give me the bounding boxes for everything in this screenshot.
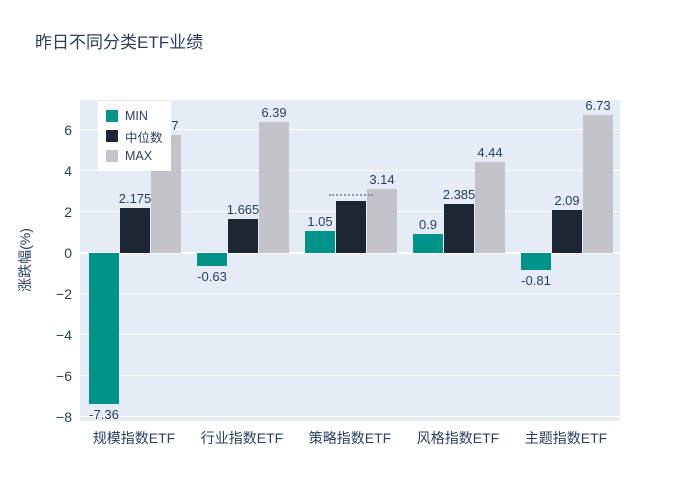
bar-value-label: 0.9 xyxy=(418,217,438,233)
legend-swatch-min xyxy=(106,110,118,122)
y-tick-label: −8 xyxy=(56,408,72,425)
x-tick-label: 风格指数ETF xyxy=(416,430,500,446)
gridline xyxy=(80,375,620,377)
x-tick-label: 主题指数ETF xyxy=(524,430,608,446)
bar-min-2[interactable] xyxy=(305,231,335,253)
y-tick-label: −2 xyxy=(56,285,72,302)
bar-value-label: -0.63 xyxy=(197,268,227,284)
bar-max-3[interactable] xyxy=(475,161,505,253)
bar-median-1[interactable] xyxy=(228,218,258,253)
y-tick-label: 2 xyxy=(64,203,72,220)
bar-value-label: 2.175 xyxy=(118,191,152,207)
bar-min-0[interactable] xyxy=(89,252,119,404)
zero-line xyxy=(80,251,620,254)
bar-value-label: -7.36 xyxy=(89,406,119,422)
gridline xyxy=(80,293,620,295)
bar-value-label: 2.09 xyxy=(554,193,580,209)
gridline xyxy=(80,334,620,336)
x-tick-label: 策略指数ETF xyxy=(308,430,392,446)
y-tick-label: 6 xyxy=(64,121,72,138)
legend-item-max[interactable]: MAX xyxy=(106,146,163,166)
y-tick-label: −6 xyxy=(56,367,72,384)
y-tick-label: −4 xyxy=(56,326,72,343)
bar-max-1[interactable] xyxy=(259,121,289,253)
bar-value-label: -0.81 xyxy=(521,272,551,288)
legend-swatch-median xyxy=(106,130,118,142)
bar-max-4[interactable] xyxy=(583,114,613,253)
bar-value-label: 2.385 xyxy=(442,187,476,203)
gridline xyxy=(80,416,620,418)
legend-item-label: 中位数 xyxy=(125,130,163,145)
bar-max-2[interactable] xyxy=(367,188,397,253)
bar-min-1[interactable] xyxy=(197,252,227,266)
legend-item-label: MAX xyxy=(125,149,153,163)
bar-value-label: 3.14 xyxy=(369,171,395,187)
bar-median-0[interactable] xyxy=(120,208,150,253)
legend-item-min[interactable]: MIN xyxy=(106,106,163,126)
gridline xyxy=(80,170,620,172)
bar-median-2[interactable] xyxy=(336,200,366,253)
y-tick-label: 0 xyxy=(64,244,72,261)
y-tick-label: 4 xyxy=(64,162,72,179)
x-tick-label: 规模指数ETF xyxy=(92,430,176,446)
bar-value-label: 1.665 xyxy=(226,201,260,217)
plot-area xyxy=(80,100,620,421)
compressed-value-label xyxy=(329,193,373,196)
bar-min-4[interactable] xyxy=(521,252,551,270)
legend-swatch-max xyxy=(106,150,118,162)
legend: MIN 中位数 MAX xyxy=(98,101,171,171)
bar-median-4[interactable] xyxy=(552,210,582,253)
bar-value-label: 1.05 xyxy=(307,214,333,230)
bar-median-3[interactable] xyxy=(444,204,474,253)
bar-value-label: 4.44 xyxy=(477,144,503,160)
gridline xyxy=(80,129,620,131)
bar-min-3[interactable] xyxy=(413,234,443,253)
chart-title: 昨日不同分类ETF业绩 xyxy=(35,33,204,52)
legend-item-median[interactable]: 中位数 xyxy=(106,126,163,146)
legend-item-label: MIN xyxy=(125,109,148,123)
bar-value-label: 6.73 xyxy=(585,97,611,113)
x-tick-label: 行业指数ETF xyxy=(200,430,284,446)
bar-value-label: 6.39 xyxy=(261,104,287,120)
